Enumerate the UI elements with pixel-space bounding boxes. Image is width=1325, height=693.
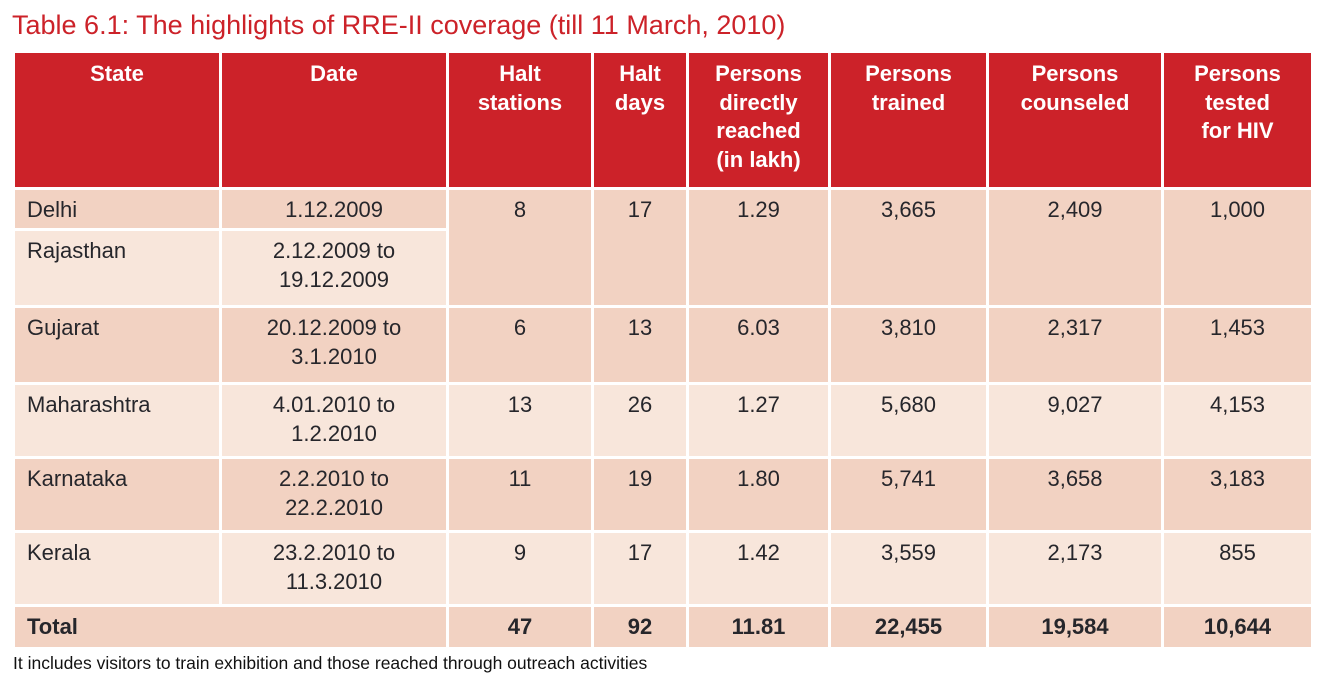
cell-delhi-rajasthan-tested: 1,000 [1161,187,1314,308]
page-title: Table 6.1: The highlights of RRE-II cove… [12,10,786,40]
cell-kerala-trained: 3,559 [828,530,989,607]
cell-karnataka-halt-days: 19 [591,456,689,533]
cell-karnataka-counseled: 3,658 [986,456,1164,533]
col-header-halt-stations: Halt stations [446,50,594,190]
cell-delhi-rajasthan-halt-days: 17 [591,187,689,308]
table-row-delhi: Delhi 1.12.2009 8 17 1.29 3,665 2,409 1,… [12,187,1314,308]
table-row-maharashtra: Maharashtra 4.01.2010 to 1.2.2010 13 26 … [12,382,1314,459]
cell-total-reached: 11.81 [686,604,831,650]
cell-maharashtra-halt-days: 26 [591,382,689,459]
col-header-date: Date [219,50,449,190]
cell-delhi-state: Delhi [12,187,222,231]
cell-gujarat-state: Gujarat [12,305,222,385]
cell-total-trained: 22,455 [828,604,989,650]
table-footnote: It includes visitors to train exhibition… [13,653,648,673]
cell-kerala-halt-stations: 9 [446,530,594,607]
cell-maharashtra-tested: 4,153 [1161,382,1314,459]
cell-kerala-counseled: 2,173 [986,530,1164,607]
cell-gujarat-date: 20.12.2009 to 3.1.2010 [219,305,449,385]
cell-maharashtra-halt-stations: 13 [446,382,594,459]
col-header-persons-reached: Persons directly reached (in lakh) [686,50,831,190]
cell-gujarat-counseled: 2,317 [986,305,1164,385]
cell-gujarat-halt-days: 13 [591,305,689,385]
cell-gujarat-halt-stations: 6 [446,305,594,385]
cell-karnataka-state: Karnataka [12,456,222,533]
col-header-state: State [12,50,222,190]
cell-delhi-rajasthan-halt-stations: 8 [446,187,594,308]
cell-karnataka-tested: 3,183 [1161,456,1314,533]
col-header-persons-counseled: Persons counseled [986,50,1164,190]
cell-total-label: Total [12,604,449,650]
cell-kerala-state: Kerala [12,530,222,607]
cell-total-halt-stations: 47 [446,604,594,650]
cell-gujarat-tested: 1,453 [1161,305,1314,385]
cell-kerala-halt-days: 17 [591,530,689,607]
table-row-kerala: Kerala 23.2.2010 to 11.3.2010 9 17 1.42 … [12,530,1314,607]
col-header-persons-tested: Persons tested for HIV [1161,50,1314,190]
cell-delhi-rajasthan-trained: 3,665 [828,187,989,308]
table-row-karnataka: Karnataka 2.2.2010 to 22.2.2010 11 19 1.… [12,456,1314,533]
table-row-gujarat: Gujarat 20.12.2009 to 3.1.2010 6 13 6.03… [12,305,1314,385]
cell-total-counseled: 19,584 [986,604,1164,650]
cell-delhi-date: 1.12.2009 [219,187,449,231]
table-row-rajasthan: Rajasthan 2.12.2009 to 19.12.2009 [12,228,1313,308]
cell-kerala-tested: 855 [1161,530,1314,607]
cell-maharashtra-date: 4.01.2010 to 1.2.2010 [219,382,449,459]
cell-delhi-rajasthan-reached: 1.29 [686,187,831,308]
cell-karnataka-trained: 5,741 [828,456,989,533]
report-page: Table 6.1: The highlights of RRE-II cove… [12,10,1314,673]
cell-gujarat-trained: 3,810 [828,305,989,385]
cell-maharashtra-trained: 5,680 [828,382,989,459]
cell-total-tested: 10,644 [1161,604,1314,650]
cell-karnataka-halt-stations: 11 [446,456,594,533]
cell-kerala-date: 23.2.2010 to 11.3.2010 [219,530,449,607]
cell-karnataka-date: 2.2.2010 to 22.2.2010 [219,456,449,533]
cell-total-halt-days: 92 [591,604,689,650]
cell-kerala-reached: 1.42 [686,530,831,607]
coverage-table: State Date Halt stations Halt days Perso… [12,50,1314,650]
col-header-halt-days: Halt days [591,50,689,190]
cell-maharashtra-reached: 1.27 [686,382,831,459]
cell-delhi-rajasthan-counseled: 2,409 [986,187,1164,308]
cell-karnataka-reached: 1.80 [686,456,831,533]
cell-maharashtra-counseled: 9,027 [986,382,1164,459]
cell-maharashtra-state: Maharashtra [12,382,222,459]
table-row-total: Total 47 92 11.81 22,455 19,584 10,644 [12,604,1314,650]
header-row: State Date Halt stations Halt days Perso… [12,50,1314,190]
cell-rajasthan-state: Rajasthan [12,228,222,308]
cell-gujarat-reached: 6.03 [686,305,831,385]
cell-rajasthan-date: 2.12.2009 to 19.12.2009 [219,228,449,308]
col-header-persons-trained: Persons trained [828,50,989,190]
